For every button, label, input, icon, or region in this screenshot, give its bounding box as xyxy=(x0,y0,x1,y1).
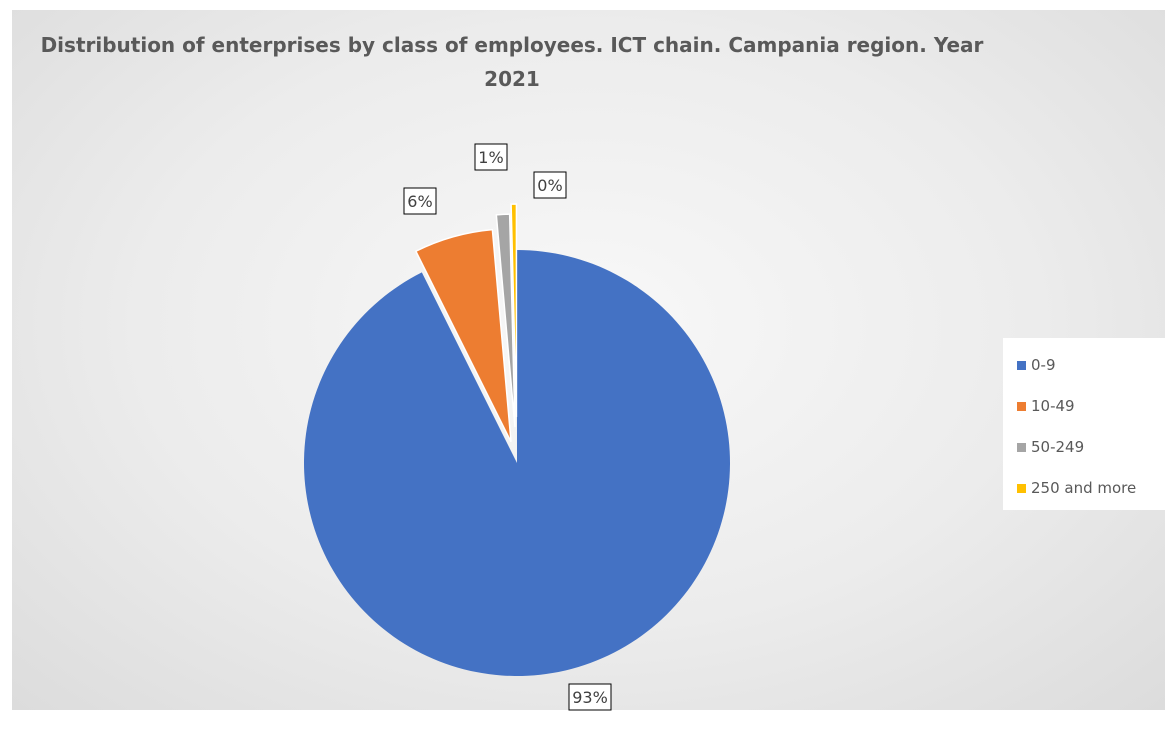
data-label-text: 1% xyxy=(478,148,503,167)
data-label-box xyxy=(403,187,437,215)
data-label-50-249: 1% xyxy=(474,143,508,171)
data-label-text: 6% xyxy=(407,192,432,211)
slice-0-9 xyxy=(304,250,730,676)
data-label-0-9: 93% xyxy=(568,683,612,711)
legend-item-10-49: 10-49 xyxy=(1017,396,1075,416)
data-label-text: 93% xyxy=(572,688,608,707)
chart-title: Distribution of enterprises by class of … xyxy=(40,33,984,91)
data-label-250-and-more: 0% xyxy=(533,171,567,199)
legend-item-50-249: 50-249 xyxy=(1017,437,1084,457)
slice-10-49 xyxy=(414,228,512,443)
legend-swatch xyxy=(1017,401,1026,411)
legend-label: 0-9 xyxy=(1031,356,1056,374)
data-label-10-49: 6% xyxy=(403,187,437,215)
data-label-box xyxy=(533,171,567,199)
data-label-box xyxy=(474,143,508,171)
slice-250-and-more xyxy=(510,203,518,418)
legend-item-0-9: 0-9 xyxy=(1017,355,1056,375)
legend-swatch xyxy=(1017,483,1026,493)
legend-label: 250 and more xyxy=(1031,479,1137,497)
data-label-box xyxy=(568,683,612,711)
legend-swatch xyxy=(1017,442,1026,452)
legend-label: 10-49 xyxy=(1031,397,1075,415)
legend-label: 50-249 xyxy=(1031,438,1085,456)
legend: 0-9 10-49 50-249 250 and more xyxy=(1003,338,1169,510)
legend-swatch xyxy=(1017,360,1026,370)
slice-50-249 xyxy=(495,213,516,428)
legend-item-250-and-more: 250 and more xyxy=(1017,478,1136,498)
data-label-text: 0% xyxy=(537,176,562,195)
